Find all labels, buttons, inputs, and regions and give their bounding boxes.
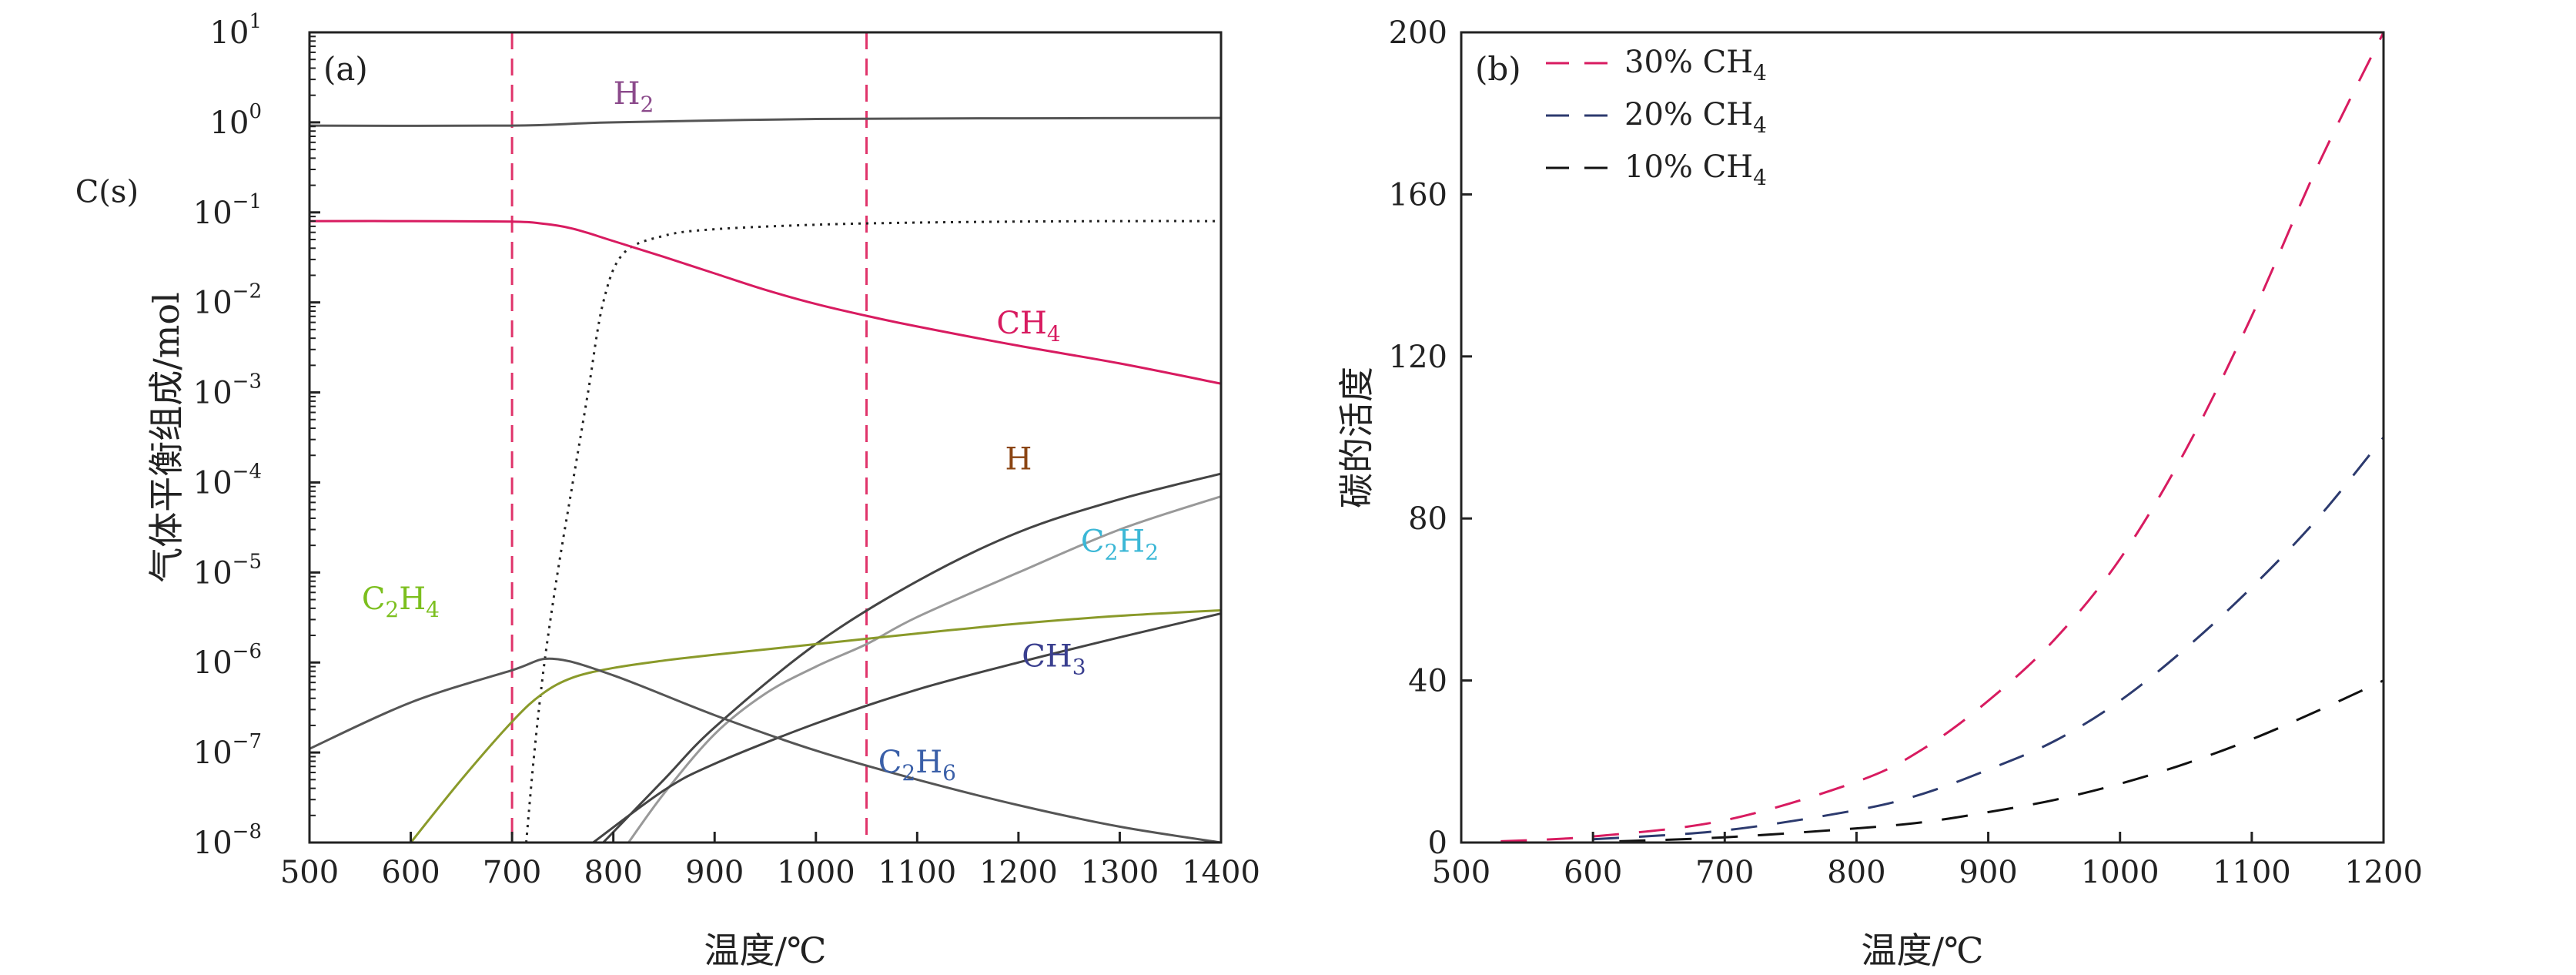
x-tick-label-a-2: 700 [483,855,541,890]
series-label-3: H [1005,441,1032,477]
y-tick-label-a-2: 10−1 [193,190,262,231]
y-tick-label-b-2: 80 [1408,501,1447,537]
y-tick-label-a-3: 10−2 [193,280,262,321]
y-tick-label-b-5: 200 [1389,15,1447,51]
x-tick-label-a-8: 1300 [1081,855,1159,890]
y-tick-label-b-1: 40 [1408,664,1447,699]
series-line-4 [627,495,1221,843]
series-line-3 [602,472,1221,843]
y-tick-label-a-1: 100 [210,100,262,141]
legend-entry-1: 20% CH4 [1624,97,1767,138]
x-tick-label-b-0: 500 [1432,855,1490,890]
panel-b: 500 600 700 800 900 1000 1100 1200 0 40 80 120 160 20… [1336,15,2423,971]
series-line-b-2 [1619,679,2384,843]
panel-label-a: (a) [323,50,368,88]
y-tick-label-a-9: 10−8 [193,820,262,861]
series-line-6 [592,612,1221,843]
y-tick-label-a-5: 10−4 [193,460,262,501]
x-tick-label-a-9: 1400 [1182,855,1260,890]
x-tick-label-a-5: 1000 [777,855,855,890]
x-tick-label-b-7: 1200 [2344,855,2423,890]
series-line-7 [309,657,1221,843]
series-line-b-1 [1593,437,2384,841]
x-axis-label-a: 温度/℃ [704,930,827,971]
x-tick-label-b-5: 1000 [2081,855,2159,890]
y-tick-label-a-4: 10−3 [193,370,262,411]
y-tick-label-a-8: 10−7 [193,730,262,771]
legend-entry-2: 10% CH4 [1624,149,1767,190]
series-line-2 [309,219,1221,385]
y-axis-label-b: 碳的活度 [1336,367,1377,508]
y-tick-label-b-0: 0 [1428,826,1447,861]
plot-frame-a [308,31,1223,844]
plot-area-a [309,116,1221,843]
y-tick-label-b-4: 160 [1389,177,1447,213]
x-tick-label-b-3: 800 [1827,855,1885,890]
x-tick-label-a-1: 600 [381,855,440,890]
y-tick-label-a-6: 10−5 [193,550,262,591]
x-tick-label-a-0: 500 [280,855,339,890]
y-tick-label-a-7: 10−6 [193,640,262,681]
x-tick-label-a-4: 900 [685,855,744,890]
x-tick-label-a-7: 1200 [979,855,1058,890]
legend-entry-0: 30% CH4 [1624,45,1767,85]
x-tick-label-b-2: 700 [1695,855,1754,890]
x-tick-label-b-4: 900 [1959,855,2017,890]
plot-area-b [1500,32,2384,843]
y-axis-label-a: 气体平衡组成/mol [146,292,187,583]
series-label-2: CH4 [996,306,1060,347]
series-line-0 [309,116,1221,127]
series-label-0: H2 [614,76,654,117]
series-line-5 [410,609,1221,843]
panel-label-b: (b) [1475,50,1521,88]
series-label-7: C2H6 [878,745,956,786]
y-tick-label-b-3: 120 [1389,340,1447,375]
y-tick-label-a-0: 101 [210,10,262,51]
x-tick-label-b-6: 1100 [2213,855,2291,890]
series-label-5: C2H4 [362,581,440,622]
x-tick-label-b-1: 600 [1564,855,1622,890]
x-tick-label-a-3: 800 [584,855,642,890]
x-tick-label-a-6: 1100 [878,855,956,890]
series-label-1: C(s) [75,174,139,209]
plot-frame-b [1460,31,2385,844]
panel-a: H2 C(s) CH4 H C2H2 C2H4 CH3 C2H6 500 600 700 800 900… [75,10,1260,971]
series-label-4: C2H2 [1081,524,1159,565]
series-label-6: CH3 [1022,639,1086,680]
x-axis-label-b: 温度/℃ [1862,930,1984,971]
